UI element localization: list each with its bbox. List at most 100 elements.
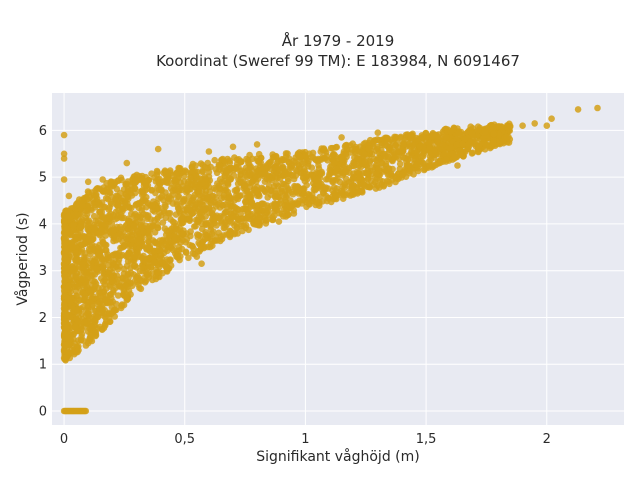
data-point [543, 122, 551, 129]
data-point [139, 228, 147, 235]
data-point [311, 186, 319, 194]
data-point [443, 134, 450, 141]
data-point [85, 312, 92, 320]
data-point [204, 243, 212, 251]
data-point [156, 180, 163, 188]
data-point [319, 198, 326, 205]
data-point [324, 157, 331, 164]
data-point [503, 133, 510, 141]
data-point [130, 262, 138, 270]
data-point [63, 324, 70, 332]
data-point [60, 243, 68, 251]
data-point [245, 159, 252, 166]
data-point [410, 141, 417, 149]
data-point [519, 122, 526, 129]
data-point [118, 195, 126, 202]
data-point [182, 249, 190, 256]
data-point [461, 135, 469, 143]
data-point [594, 104, 601, 112]
data-point [92, 265, 100, 273]
data-point [252, 188, 260, 195]
data-point [106, 189, 113, 196]
data-point [276, 210, 284, 217]
data-point [271, 164, 278, 172]
data-point [62, 341, 70, 349]
data-point [269, 151, 277, 158]
data-point [230, 203, 237, 210]
data-point [489, 125, 497, 132]
data-point [400, 140, 407, 148]
y-axis-ticks: 0 1 2 3 4 5 6 [39, 124, 47, 420]
data-point [240, 182, 248, 190]
data-point [288, 163, 296, 170]
data-point [100, 184, 108, 191]
data-point [171, 236, 178, 244]
data-point [127, 269, 135, 277]
data-point [333, 165, 340, 172]
data-point [72, 201, 80, 209]
data-point [234, 224, 241, 231]
data-point [123, 235, 130, 243]
data-point [321, 186, 329, 193]
data-point [430, 131, 438, 139]
data-point [432, 161, 440, 169]
data-point [431, 146, 438, 154]
data-point [180, 230, 187, 238]
data-point [324, 175, 332, 183]
data-point [109, 309, 117, 316]
data-point [156, 268, 163, 276]
data-point [443, 156, 450, 163]
x-axis-ticks: 0 0,5 1 1,5 2 [60, 432, 551, 447]
data-point [159, 219, 167, 226]
data-point [142, 268, 150, 276]
data-point [289, 172, 297, 179]
data-point [185, 178, 192, 186]
data-point [253, 155, 261, 163]
data-point [190, 197, 197, 204]
data-point [144, 238, 152, 245]
data-point [371, 137, 379, 144]
data-point [176, 185, 184, 193]
data-point [191, 223, 198, 230]
data-point [74, 283, 81, 291]
data-point [85, 298, 93, 306]
data-point [63, 225, 71, 233]
data-point [130, 222, 138, 229]
data-point [227, 209, 235, 217]
data-point [447, 128, 455, 135]
data-point [531, 120, 538, 127]
data-point [161, 168, 169, 176]
data-point [341, 162, 348, 169]
data-point [108, 200, 115, 208]
data-point [138, 240, 146, 248]
data-point [98, 326, 106, 334]
data-point [151, 258, 158, 266]
data-point [126, 204, 133, 211]
data-point [315, 162, 322, 169]
data-point [76, 297, 83, 304]
data-point [303, 203, 310, 211]
data-point [253, 202, 261, 209]
data-point [316, 156, 323, 164]
data-point [159, 259, 166, 267]
data-point [137, 285, 145, 293]
data-point [92, 186, 99, 194]
data-point [83, 195, 91, 203]
data-point [256, 222, 263, 229]
data-point [192, 162, 199, 169]
data-point [186, 215, 193, 222]
data-point [195, 188, 203, 195]
data-point [150, 198, 157, 205]
data-point [366, 136, 374, 144]
data-point [237, 192, 244, 199]
data-point [234, 180, 242, 187]
data-point [145, 259, 153, 267]
data-point [421, 147, 429, 154]
data-point [454, 162, 461, 169]
data-point [426, 162, 434, 169]
data-point [64, 213, 72, 220]
data-point [151, 238, 159, 246]
data-point [116, 263, 123, 270]
data-point [124, 225, 132, 232]
data-point [135, 200, 143, 207]
